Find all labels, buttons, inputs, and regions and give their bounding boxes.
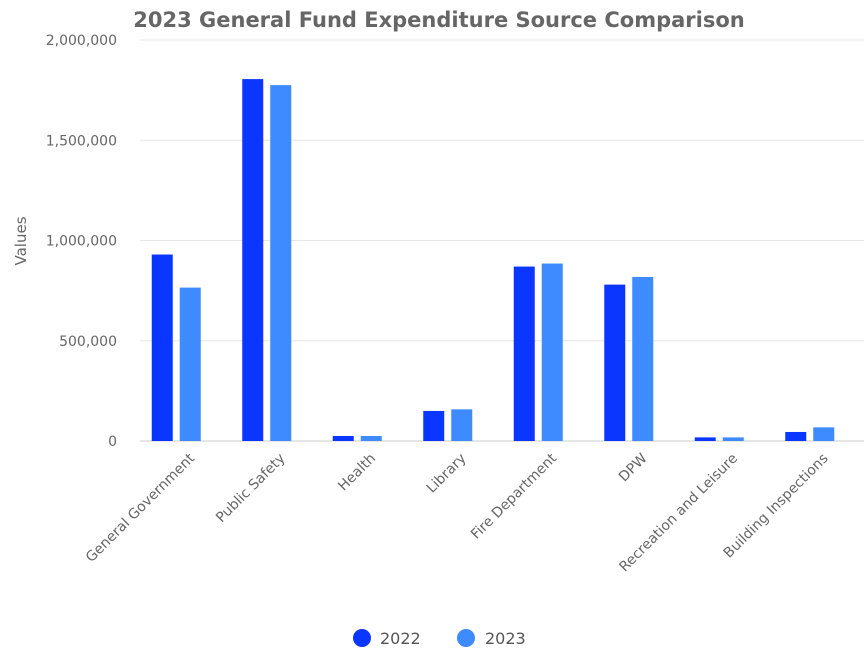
y-tick-label: 500,000 [59,334,117,350]
x-tick-label: Public Safety [213,451,288,526]
y-tick-label: 1,000,000 [46,234,117,250]
x-tick-label: Fire Department [468,450,560,542]
bar-2022 [151,254,173,441]
bar-2022 [604,284,626,441]
x-tick-label: General Government [83,450,199,566]
legend[interactable]: 2022 2023 [353,629,526,648]
bar-2023 [179,287,201,441]
legend-label-2023[interactable]: 2023 [485,629,526,648]
legend-marker-2022[interactable] [353,629,371,647]
bar-2023 [722,437,744,441]
x-tick-label: Library [424,451,470,497]
x-tick-label: Building Inspections [721,451,832,562]
bar-2023 [270,85,292,442]
legend-marker-2023[interactable] [457,629,475,647]
y-tick-label: 0 [108,434,117,450]
legend-label-2022[interactable]: 2022 [380,629,421,648]
bar-2023 [451,409,473,441]
y-axis-label: Values [12,216,30,265]
bar-2022 [785,431,807,441]
y-tick-label: 2,000,000 [46,33,117,49]
y-axis-ticks: 0 500,000 1,000,000 1,500,000 2,000,000 [46,33,117,450]
bar-2022 [332,435,354,441]
chart-title: 2023 General Fund Expenditure Source Com… [133,8,744,32]
x-tick-label: Health [335,451,379,495]
y-tick-label: 1,500,000 [46,133,117,149]
bar-2022 [513,266,535,441]
bars [151,79,835,442]
bar-2022 [423,410,445,441]
bar-2023 [632,276,654,441]
bar-2023 [541,263,563,441]
bar-2022 [694,437,716,441]
x-tick-label: DPW [616,450,651,485]
bar-2022 [242,79,264,441]
x-axis-ticks: General Government Public Safety Health Lib… [83,450,832,575]
bar-2023 [360,435,382,441]
bar-2023 [813,427,835,441]
